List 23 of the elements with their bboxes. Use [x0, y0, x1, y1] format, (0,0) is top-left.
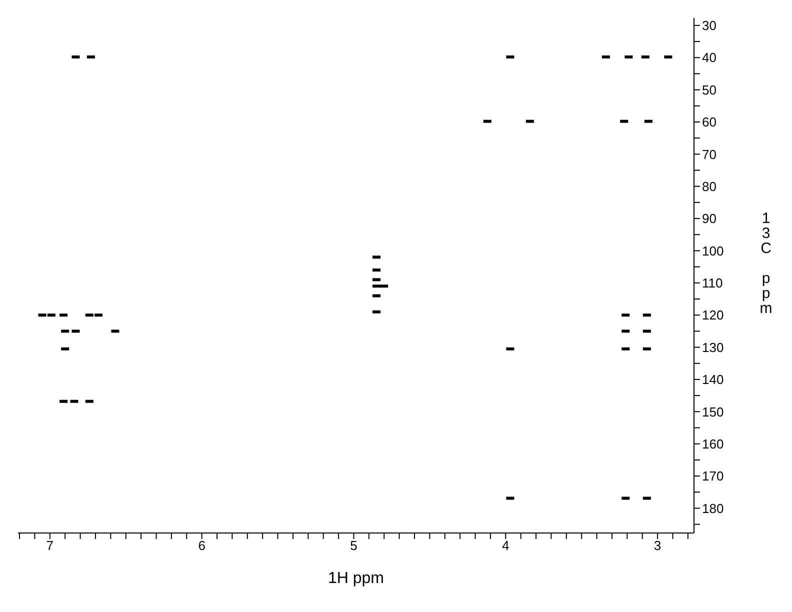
y-tick-label: 90: [702, 211, 716, 226]
y-tick-label: 150: [702, 404, 724, 420]
y-axis-title: 13C ppm: [760, 210, 772, 317]
y-tick-label: 100: [702, 243, 724, 258]
y-tick-label: 130: [702, 340, 724, 355]
x-tick-label: 7: [46, 538, 54, 554]
y-tick-label: 110: [702, 276, 723, 291]
x-tick-label: 3: [654, 538, 662, 554]
y-tick-label: 40: [702, 50, 716, 66]
y-tick-label: 140: [702, 372, 724, 388]
x-tick-label: 6: [198, 538, 206, 554]
y-tick-label: 30: [702, 18, 716, 34]
y-tick-label: 50: [702, 82, 716, 98]
y-tick-label: 80: [702, 178, 716, 194]
y-tick-label: 170: [702, 468, 724, 484]
y-tick-label: 180: [702, 500, 724, 516]
y-tick-label: 70: [702, 146, 716, 162]
y-tick-label: 120: [702, 308, 724, 323]
x-tick-label: 4: [502, 538, 510, 554]
x-tick-label: 5: [350, 538, 358, 554]
x-axis-title: 1H ppm: [328, 570, 384, 587]
y-tick-label: 160: [702, 436, 724, 452]
y-tick-label: 60: [702, 114, 716, 130]
